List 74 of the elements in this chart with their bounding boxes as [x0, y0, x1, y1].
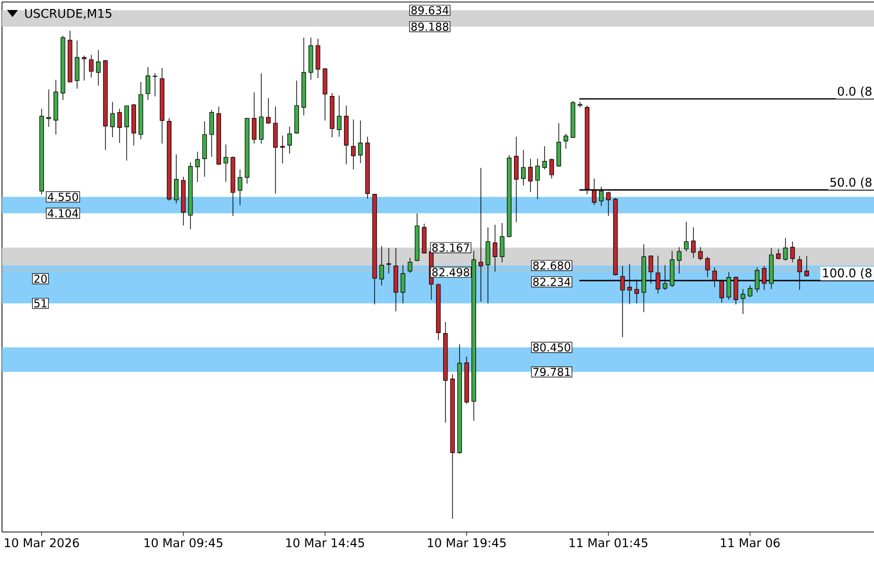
candlestick [698, 246, 703, 261]
candlestick [528, 158, 533, 192]
candlestick [691, 227, 696, 258]
candlestick [492, 224, 498, 272]
candlestick [542, 146, 547, 170]
candlestick [224, 144, 228, 182]
candlestick [195, 151, 200, 182]
candlestick [804, 256, 809, 277]
x-tick-label: 10 Mar 14:45 [286, 538, 364, 548]
y-tick-label: 82.234 [533, 278, 570, 286]
candlestick [676, 246, 682, 274]
candlestick [258, 72, 264, 144]
candlestick [578, 101, 582, 108]
candlestick [238, 169, 242, 206]
candlestick [748, 285, 752, 298]
candlestick [174, 154, 179, 204]
annotation: 89.634 [411, 6, 448, 14]
candlestick [684, 222, 689, 252]
annotation: 0.0 (8 [838, 86, 872, 98]
candlestick [478, 168, 484, 302]
x-tick-label: 10 Mar 2026 [4, 538, 79, 548]
candlestick [351, 119, 356, 170]
annotation: 100.0 (8 [823, 268, 872, 279]
candlestick [535, 158, 540, 200]
candlestick [96, 50, 101, 86]
candlestick [110, 101, 115, 138]
candlestick [146, 66, 150, 100]
y-tick-label: 79.781 [533, 368, 570, 376]
candlestick [379, 246, 384, 286]
y-tick-label: 82.680 [533, 261, 570, 270]
candlestick [252, 92, 256, 144]
candlestick [124, 105, 129, 161]
annotation: 20 [34, 274, 47, 283]
candlestick [521, 150, 526, 186]
candlestick [500, 222, 504, 263]
annotation: 51 [34, 299, 46, 308]
candlestick [82, 55, 86, 81]
annotation: 82.498 [432, 268, 470, 276]
x-tick-label: 11 Mar 06 [720, 538, 780, 548]
x-tick-label: 10 Mar 09:45 [144, 538, 222, 548]
y-tick-label: 80.450 [533, 343, 570, 352]
annotation: 89.188 [411, 22, 448, 31]
candlestick [280, 135, 285, 164]
annotation: 4.550 [48, 192, 78, 202]
candlestick [209, 110, 214, 158]
annotation: 50.0 (8 [830, 178, 872, 188]
candlestick [336, 95, 342, 138]
candlestick [705, 256, 710, 278]
x-tick-label: 11 Mar 01:45 [570, 538, 648, 548]
candlestick [486, 227, 490, 304]
candlestick [117, 108, 122, 144]
candlestick [564, 133, 568, 150]
annotation: 4.104 [48, 209, 78, 218]
candlestick [46, 89, 52, 128]
candlestick [549, 158, 554, 179]
candlestick [88, 54, 94, 78]
candlestick [386, 248, 392, 274]
candlestick [790, 241, 795, 263]
candlestick [266, 98, 271, 124]
annotation: 83.167 [432, 243, 470, 252]
candlestick [514, 136, 519, 223]
candlestick [400, 264, 406, 304]
candlestick [776, 248, 781, 260]
candlestick [287, 126, 292, 154]
candlestick [740, 288, 746, 314]
x-tick-label: 10 Mar 19:45 [428, 538, 506, 548]
candlestick [358, 120, 363, 164]
candlestick [783, 238, 788, 261]
candlestick [316, 38, 320, 78]
text: USCRUDE,M15 [25, 8, 112, 20]
candlestick [408, 257, 412, 274]
candlestick [556, 122, 562, 168]
candlestick [152, 72, 158, 97]
candlestick [74, 40, 80, 89]
